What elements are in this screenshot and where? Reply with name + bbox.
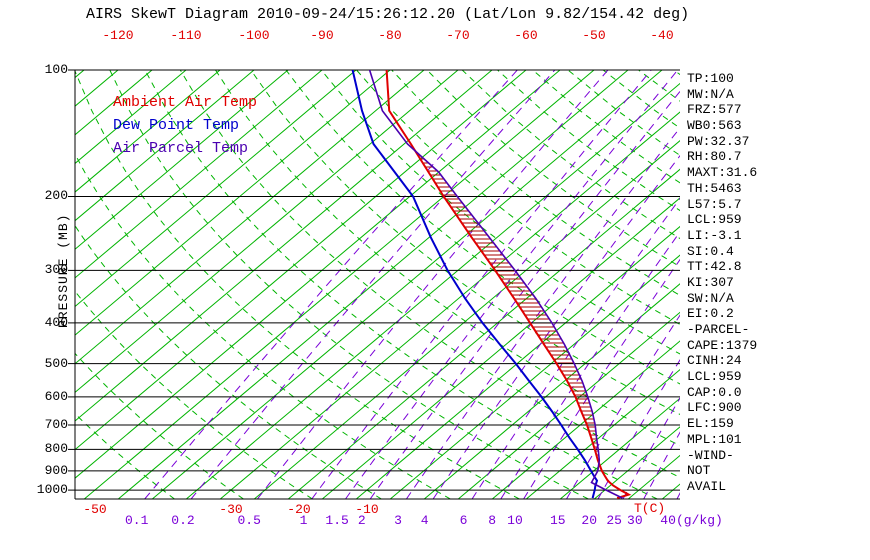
- top-temp-tick-label: -120: [102, 28, 134, 43]
- top-temp-tick-label: -50: [582, 28, 606, 43]
- stats-line-21: LFC:900: [687, 400, 742, 416]
- skewt-background: [75, 70, 680, 499]
- mixing-ratio-tick-label: 6: [459, 513, 468, 528]
- mixing-ratio-tick-label: 40: [660, 513, 676, 528]
- stats-line-16: -PARCEL-: [687, 322, 750, 337]
- pressure-axis-label: PRESSURE (MB): [56, 213, 71, 328]
- stats-line-26: AVAIL: [687, 478, 727, 494]
- stats-line-11: SI:0.4: [687, 243, 734, 259]
- legend-ambient-air-temp: Ambient Air Temp: [113, 94, 258, 111]
- stats-line-23: MPL:101: [687, 431, 742, 447]
- stats-line-19: LCL:959: [687, 369, 742, 385]
- top-temp-tick-label: -110: [170, 28, 202, 43]
- mixing-ratio-tick-label: 0.1: [124, 513, 149, 528]
- stats-line-1: MW:N/A: [687, 86, 734, 102]
- mixing-ratio-tick-label: 2: [357, 513, 366, 528]
- chart-title: AIRS SkewT Diagram 2010-09-24/15:26:12.2…: [86, 6, 690, 23]
- bottom-temp-tick-label: -20: [287, 502, 311, 517]
- stats-line-7: TH:5463: [687, 180, 742, 196]
- top-temp-tick-label: -60: [514, 28, 538, 43]
- mixing-ratio-tick-label: 1: [299, 513, 308, 528]
- stats-line-13: KI:307: [687, 274, 734, 290]
- bottom-temp-tick-label: -30: [219, 502, 243, 517]
- stats-line-5: RH:80.7: [687, 149, 742, 165]
- stats-line-3: WB0:563: [687, 118, 742, 134]
- top-temp-tick-label: -100: [238, 28, 270, 43]
- mixing-ratio-tick-label: 4: [420, 513, 429, 528]
- stats-line-6: MAXT:31.6: [687, 165, 758, 181]
- air-parcel-temp-curve: [368, 70, 623, 499]
- stats-line-18: CINH:24: [687, 353, 742, 369]
- legend-dew-point-temp: Dew Point Temp: [113, 117, 240, 134]
- stats-line-10: LI:-3.1: [687, 227, 742, 243]
- stats-line-17: CAPE:1379: [687, 337, 758, 353]
- top-temp-tick-label: -90: [310, 28, 334, 43]
- stats-line-4: PW:32.37: [687, 133, 750, 149]
- bottom-temp-tick-label: -10: [355, 502, 379, 517]
- stats-line-9: LCL:959: [687, 212, 742, 228]
- mixing-ratio-lines: [144, 70, 680, 499]
- stats-line-25: NOT: [687, 463, 711, 479]
- pressure-gridlines: [68, 69, 680, 500]
- pressure-tick-label: 800: [44, 441, 68, 457]
- mixing-unit-label: (g/kg): [676, 513, 723, 528]
- stats-line-14: SW:N/A: [687, 290, 734, 306]
- stats-line-0: TP:100: [687, 71, 734, 86]
- mixing-ratio-tick-label: 8: [488, 513, 497, 528]
- bottom-temp-tick-label: -50: [83, 502, 107, 517]
- mixing-ratio-tick-label: 15: [549, 513, 566, 528]
- top-temp-tick-label: -40: [650, 28, 674, 43]
- stats-line-12: TT:42.8: [687, 259, 742, 275]
- legend-air-parcel-temp: Air Parcel Temp: [113, 140, 249, 157]
- pressure-tick-label: 900: [44, 462, 68, 478]
- mixing-ratio-tick-label: 3: [394, 513, 402, 528]
- top-temp-tick-label: -70: [446, 28, 470, 43]
- pressure-tick-label: 600: [44, 388, 68, 404]
- ambient-air-temp-curve: [385, 70, 632, 499]
- temp-unit-label: T(C): [634, 501, 666, 516]
- cape-hatch: [417, 154, 600, 460]
- top-temp-tick-label: -80: [378, 28, 402, 43]
- pressure-tick-label: 400: [44, 314, 68, 330]
- mixing-ratio-tick-label: 0.2: [171, 513, 195, 528]
- stats-line-8: L57:5.7: [687, 196, 742, 212]
- pressure-tick-label: 200: [44, 188, 68, 204]
- stats-line-20: CAP:0.0: [687, 384, 742, 400]
- pressure-tick-label: 500: [44, 355, 68, 371]
- pressure-tick-label: 300: [44, 262, 68, 278]
- mixing-ratio-tick-label: 10: [507, 513, 523, 528]
- mixing-ratio-tick-label: 20: [581, 513, 597, 528]
- pressure-tick-label: 100: [44, 62, 68, 77]
- stats-line-22: EL:159: [687, 416, 734, 432]
- mixing-ratio-tick-label: 1.5: [325, 513, 349, 528]
- pressure-tick-label: 700: [44, 417, 68, 433]
- stats-line-24: -WIND-: [687, 447, 734, 463]
- mixing-ratio-tick-label: 0.5: [237, 513, 261, 528]
- pressure-tick-label: 1000: [36, 482, 68, 498]
- mixing-ratio-tick-label: 30: [627, 513, 643, 528]
- sounding-curves: [351, 70, 632, 499]
- stats-line-15: EI:0.2: [687, 306, 734, 322]
- stats-panel: TP:100 MW:N/A FRZ:577 WB0:563 PW:32.37 RH:80.…: [687, 71, 757, 495]
- stats-line-2: FRZ:577: [687, 102, 742, 118]
- mixing-ratio-tick-label: 25: [606, 513, 622, 528]
